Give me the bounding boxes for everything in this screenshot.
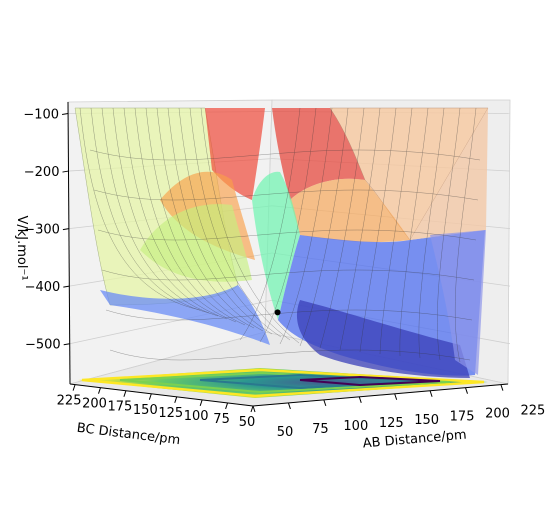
y-axis-label: BC Distance/pm: [76, 421, 181, 449]
wire-line: [123, 107, 237, 323]
y-tick-label: 50: [239, 415, 256, 430]
y-axis-ticks: 225 200 175 150 125 100 75 50: [57, 384, 256, 430]
wire-line: [145, 107, 255, 329]
energy-surface: [74, 107, 489, 378]
x-tick-mark: [429, 390, 433, 397]
wire-line: [399, 107, 429, 357]
wire-line: [200, 107, 300, 344]
wire-line: [79, 107, 201, 311]
surface-wireframe: [79, 107, 481, 363]
z-tick-label: −300: [24, 223, 60, 238]
wire-line: [454, 107, 477, 363]
y-tick-label: 100: [184, 409, 209, 424]
contour-ring-mid: [119, 371, 451, 394]
wire-line: [89, 149, 481, 161]
z-axis-ticks: −100 −200 −300 −400 −500: [23, 108, 70, 353]
z-tick-mark: [61, 113, 69, 116]
y-tick-mark: [225, 402, 229, 410]
wire-line: [189, 107, 291, 341]
y-tick-mark: [250, 405, 254, 413]
z-tick-label: −400: [25, 280, 61, 295]
x-axis-label: AB Distance/pm: [362, 428, 467, 452]
wire-line: [178, 107, 282, 338]
wire-line: [299, 107, 349, 347]
wire-line: [379, 107, 413, 355]
z-axis-line: [67, 101, 71, 385]
contour-projection: [78, 368, 488, 398]
surface-red-peak-right: [272, 108, 365, 200]
wire-line: [109, 349, 471, 361]
y-tick-mark: [199, 399, 203, 407]
wire-line: [167, 107, 273, 335]
wire-line: [105, 309, 473, 321]
trajectory-point: [274, 309, 281, 316]
surface-yellowgreen-left: [140, 204, 252, 282]
wire-line: [279, 107, 333, 345]
z-tick-mark: [63, 343, 70, 346]
x-tick-label: 50: [277, 425, 294, 440]
surface-right-deep-valley: [296, 300, 470, 378]
surface-green-saddle: [252, 171, 300, 320]
z-axis-label: V/kJ.mol⁻¹: [14, 215, 29, 280]
wire-line: [90, 107, 210, 314]
y-tick-mark: [123, 390, 127, 397]
x-tick-label: 225: [521, 404, 546, 419]
wire-line: [437, 107, 461, 361]
z-tick-mark: [63, 285, 70, 288]
wire-line: [101, 107, 219, 317]
y-tick-mark: [174, 396, 178, 403]
surface-right-wall: [410, 108, 488, 240]
z-tick-label: −500: [25, 338, 61, 353]
x-tick-label: 75: [312, 422, 329, 437]
wire-line: [112, 107, 228, 320]
y-tick-label: 75: [213, 412, 230, 427]
y-tick-mark: [148, 393, 152, 400]
x-axis-ticks: 50 75 100 125 150 175 200 225: [252, 384, 546, 440]
z-tick-mark: [62, 170, 69, 173]
wire-line: [339, 107, 381, 351]
y-tick-label: 150: [133, 403, 158, 418]
x-tick-label: 125: [379, 416, 404, 431]
wire-line: [93, 189, 479, 201]
y-tick-label: 200: [82, 397, 107, 412]
wire-line: [259, 107, 317, 343]
y-tick-label: 125: [158, 406, 183, 421]
wire-line: [101, 269, 475, 281]
x-tick-mark: [394, 393, 398, 400]
x-tick-mark: [323, 399, 327, 407]
wire-line: [97, 229, 477, 241]
x-tick-label: 175: [450, 410, 475, 425]
z-tick-mark: [62, 228, 69, 231]
y-tick-mark: [98, 387, 101, 394]
contour-ring-core: [299, 375, 441, 387]
z-tick-label: −200: [24, 165, 60, 180]
wire-line: [418, 107, 445, 359]
z-tick-label: −100: [23, 108, 59, 123]
x-tick-label: 100: [343, 419, 368, 434]
wire-line: [134, 107, 246, 326]
wire-line: [239, 107, 301, 341]
y-tick-label: 225: [57, 394, 82, 409]
x-tick-label: 150: [414, 413, 439, 428]
x-tick-mark: [465, 387, 468, 394]
y-tick-mark: [72, 384, 76, 391]
surface-left-valley: [100, 285, 270, 345]
wire-line: [319, 107, 365, 349]
wire-line: [156, 107, 264, 332]
x-tick-mark: [500, 384, 504, 391]
x-tick-mark: [287, 402, 291, 410]
wire-line: [359, 107, 397, 353]
y-tick-label: 175: [108, 400, 133, 415]
x-tick-mark: [252, 405, 256, 413]
x-tick-mark: [358, 396, 362, 403]
contour-ring-outer: [81, 368, 485, 398]
surface-right-wall-blue: [430, 230, 486, 375]
x-tick-label: 200: [485, 407, 510, 422]
